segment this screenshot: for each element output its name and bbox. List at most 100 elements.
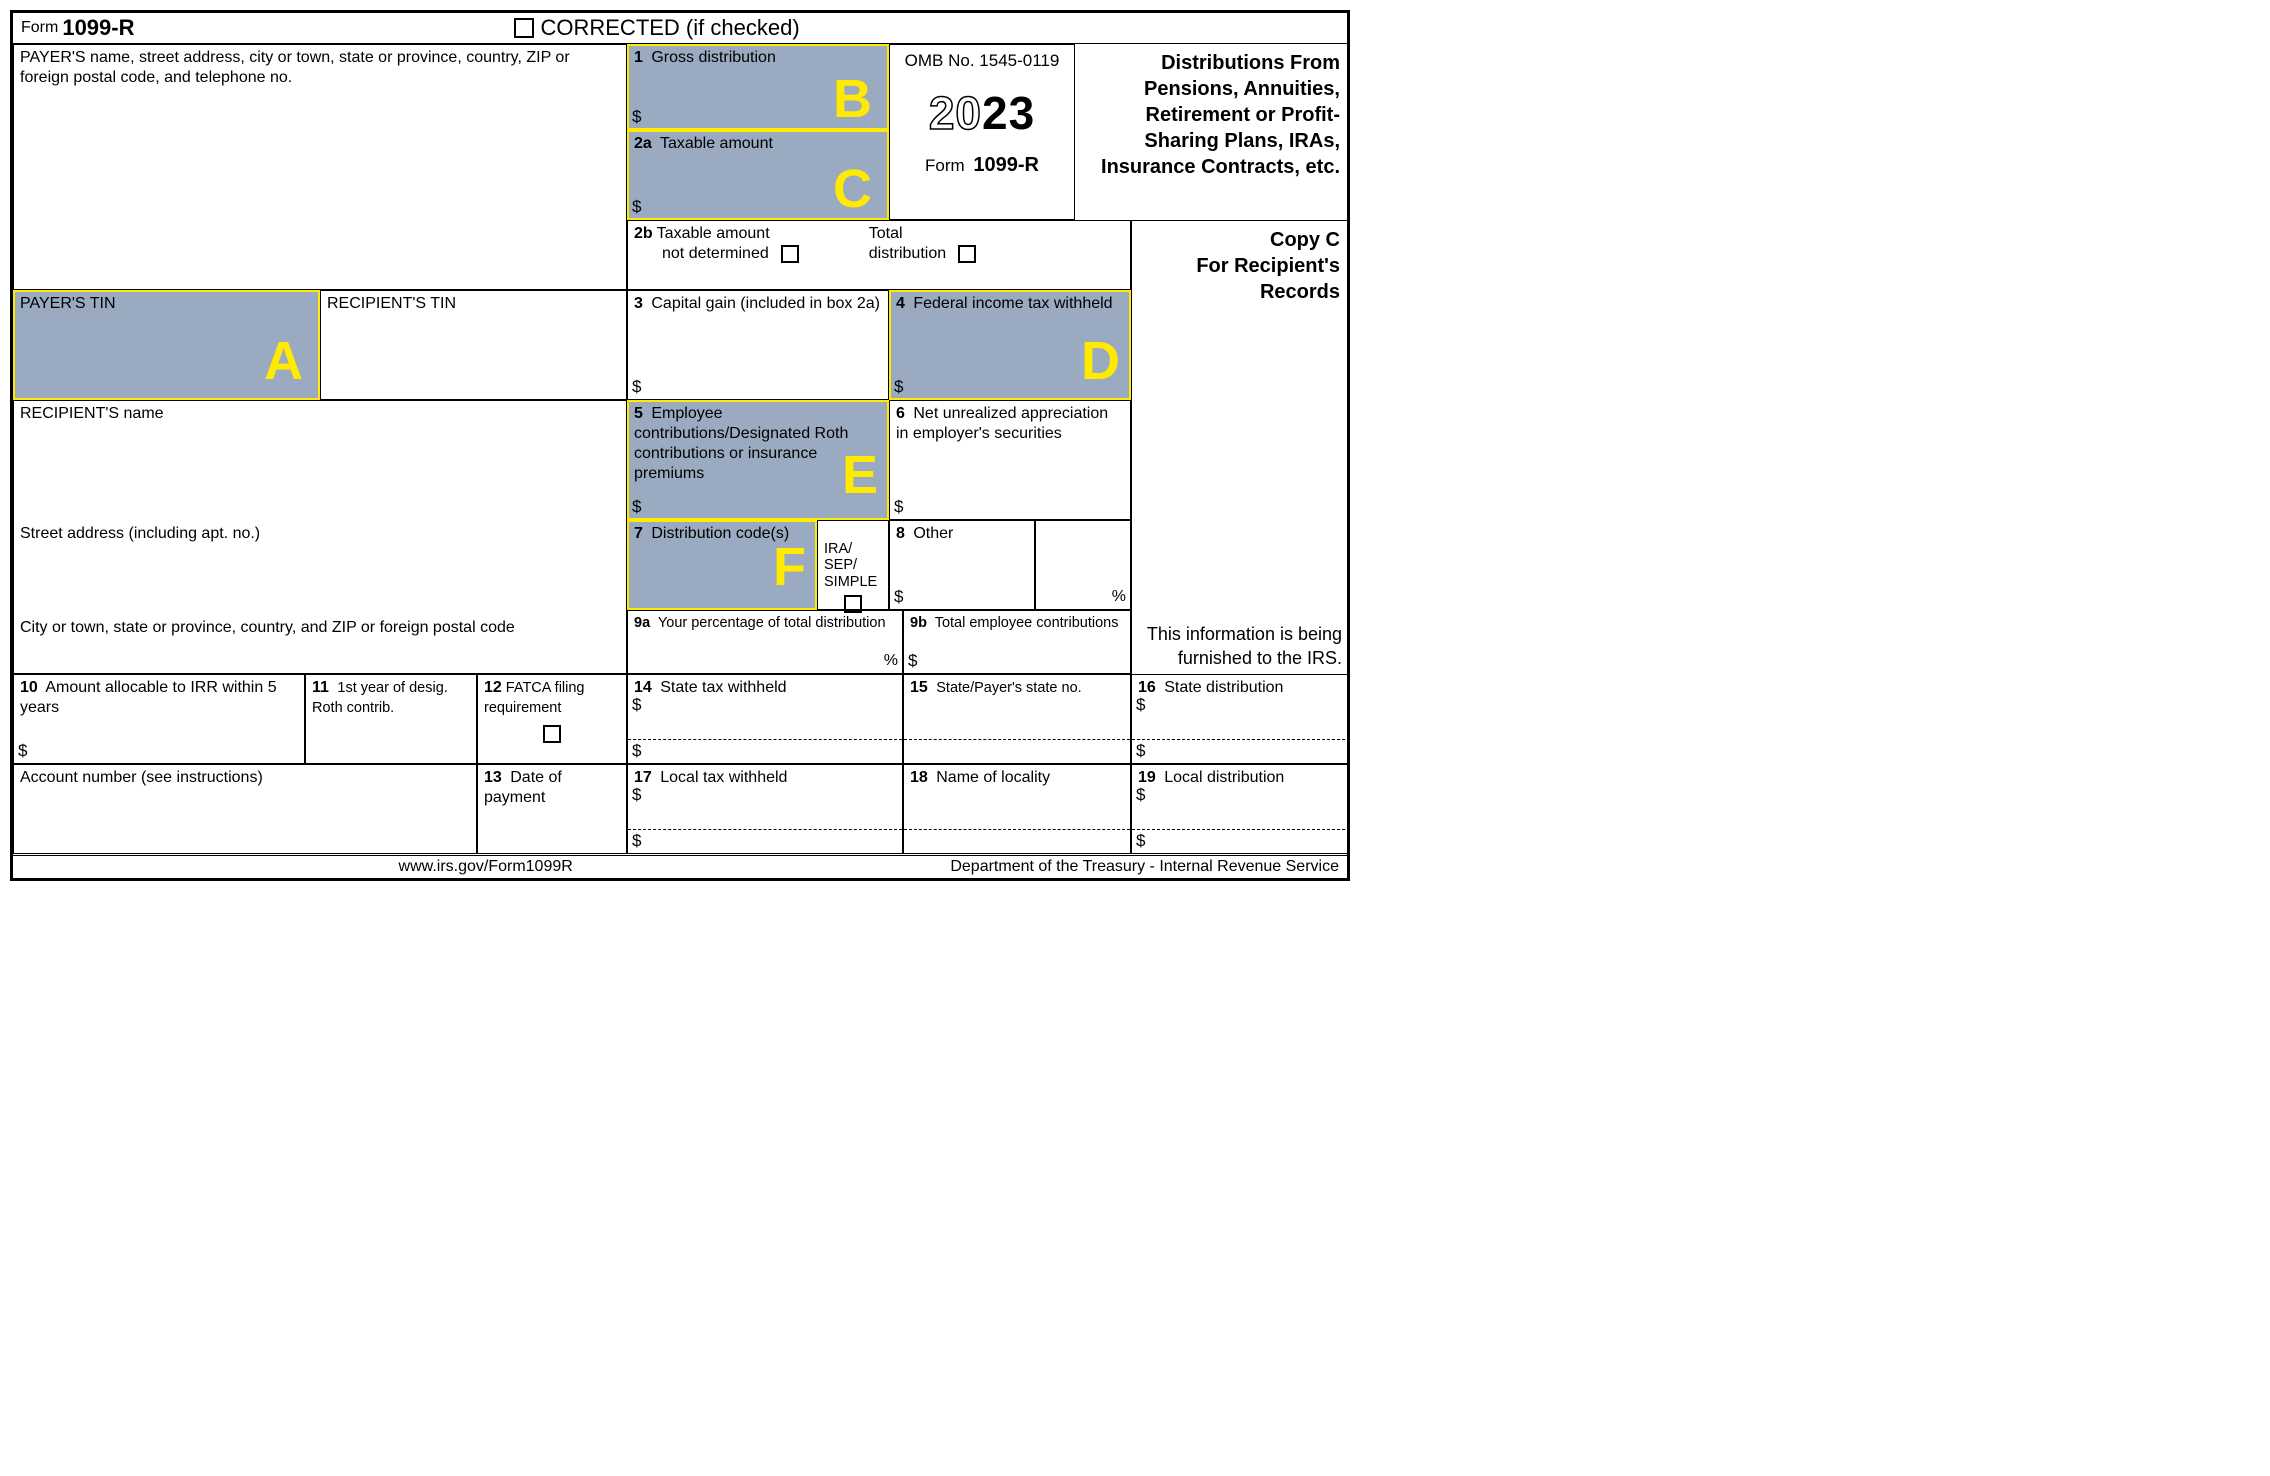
payer-tin: PAYER'S TIN A [13,290,320,400]
box-14-label: State tax withheld [660,679,786,696]
box-13-num: 13 [484,769,502,786]
box-5-dollar: $ [632,496,641,517]
box-2b: 2bTaxable amount not determined Total di… [627,220,1131,290]
box-19-dollar1: $ [1136,784,1145,805]
box-10-dollar: $ [18,740,27,761]
box-9b: 9b Total employee contributions $ [903,610,1131,674]
form-line: Form 1099-R [896,153,1068,178]
footer-url: www.irs.gov/Form1099R [399,858,573,876]
box-19: 19 Local distribution $ $ [1131,764,1350,854]
box-1-num: 1 [634,49,643,66]
box-3-label: Capital gain (included in box 2a) [651,295,880,312]
box-2b-l1: Taxable amount [657,225,770,242]
box-10-num: 10 [20,679,38,696]
box-4-num: 4 [896,295,905,312]
box-10-label: Amount allocable to IRR within 5 years [20,679,277,716]
box-18-num: 18 [910,769,928,786]
omb-number: OMB No. 1545-0119 [896,50,1068,71]
form-title-text: Distributions From Pensions, Annuities, … [1101,52,1340,178]
box-18-label: Name of locality [936,769,1050,786]
box-5: 5 Employee contributions/Designated Roth… [627,400,889,520]
irs-note-text: This information is being furnished to t… [1140,623,1342,670]
box-2a: 2a Taxable amount $ C [627,130,889,220]
highlight-letter-a: A [264,328,303,396]
box-16-label: State distribution [1164,679,1283,696]
copy-l2: For Recipient's [1142,253,1340,279]
year-solid: 23 [982,87,1035,139]
box-15-label: State/Payer's state no. [936,680,1081,696]
box-12: 12FATCA filing requirement [477,674,627,764]
copy-block: Copy C For Recipient's Records [1131,220,1350,400]
box-2b-check1[interactable] [781,245,799,263]
box-7: 7 Distribution code(s) F [627,520,817,610]
box-3-dollar: $ [632,376,641,397]
box-2a-num: 2a [634,135,652,152]
box-6-label: Net unrealized appreciation in employer'… [896,405,1108,442]
box-4: 4 Federal income tax withheld $ D [889,290,1131,400]
box-1-label: Gross distribution [651,49,776,66]
box-9a-num: 9a [634,615,650,631]
box-2b-check2[interactable] [958,245,976,263]
box-10: 10 Amount allocable to IRR within 5 year… [13,674,305,764]
box-18: 18 Name of locality [903,764,1131,854]
account-number: Account number (see instructions) [13,764,477,854]
box-2a-label: Taxable amount [660,135,773,152]
box-12-num: 12 [484,679,502,696]
highlight-letter-c: C [833,156,872,224]
tax-year: 2023 [896,85,1068,143]
box-12-checkbox[interactable] [543,725,561,743]
main-grid: PAYER'S name, street address, city or to… [13,43,1347,855]
box-17-label: Local tax withheld [660,769,787,786]
corrected-block: CORRECTED (if checked) [514,15,799,41]
box-9b-dollar: $ [908,650,917,671]
account-label: Account number (see instructions) [20,769,263,786]
form-label: Form [21,19,58,37]
box-8: 8 Other $ [889,520,1035,610]
box-11-label: 1st year of desig. Roth contrib. [312,680,448,716]
payer-info: PAYER'S name, street address, city or to… [13,44,627,290]
box-2b-r1: Total [869,224,976,244]
highlight-letter-d: D [1081,328,1120,396]
recipient-block: RECIPIENT'S name Street address (includi… [13,400,627,674]
corrected-checkbox[interactable] [514,18,534,38]
box-5-label: Employee contributions/Designated Roth c… [634,405,848,482]
box-8-dollar: $ [894,586,903,607]
box-2b-l2: not determined [662,244,769,264]
box-2b-num: 2b [634,225,653,242]
box-19-label: Local distribution [1164,769,1284,786]
copy-l3: Records [1142,279,1340,305]
box-14-dollar1: $ [632,694,641,715]
corrected-label: CORRECTED (if checked) [540,15,799,41]
recipient-tin: RECIPIENT'S TIN [320,290,627,400]
box-4-label: Federal income tax withheld [913,295,1112,312]
street-label: Street address (including apt. no.) [20,524,620,544]
form-1099r: Form 1099-R CORRECTED (if checked) PAYER… [10,10,1350,881]
box-9a-label: Your percentage of total distribution [658,615,886,631]
box-8-num: 8 [896,525,905,542]
box-7-num: 7 [634,525,643,542]
box-16: 16 State distribution $ $ [1131,674,1350,764]
highlight-letter-b: B [833,66,872,134]
box-6-num: 6 [896,405,905,422]
box-6-dollar: $ [894,496,903,517]
box-9b-label: Total employee contributions [935,615,1119,631]
box-11: 11 1st year of desig. Roth contrib. [305,674,477,764]
box-5-num: 5 [634,405,643,422]
box-1: 1 Gross distribution $ B [627,44,889,130]
ira-label: IRA/ SEP/ SIMPLE [824,541,877,590]
box-8-percent: % [1112,587,1126,607]
city-label: City or town, state or province, country… [20,618,620,638]
box-2b-r2: distribution [869,244,946,264]
box-15-num: 15 [910,679,928,696]
year-outline: 20 [929,87,982,139]
box-13: 13 Date of payment [477,764,627,854]
footer-dept: Department of the Treasury - Internal Re… [950,858,1339,876]
box-2a-dollar: $ [632,196,641,217]
box-1-dollar: $ [632,106,641,127]
ira-sep-simple: IRA/ SEP/ SIMPLE [817,520,889,610]
payer-info-label: PAYER'S name, street address, city or to… [20,49,570,86]
box-16-dollar2: $ [1136,740,1145,761]
box-4-dollar: $ [894,376,903,397]
footer: www.irs.gov/Form1099R Department of the … [13,855,1347,878]
box-7-label: Distribution code(s) [651,525,789,542]
